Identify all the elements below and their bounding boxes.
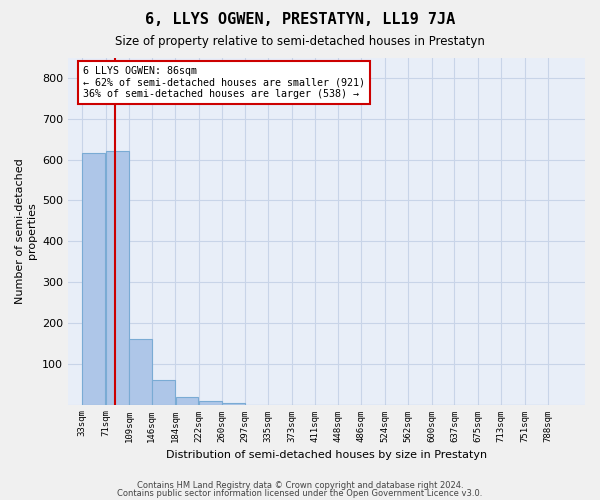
Bar <box>129 339 152 404</box>
Text: Size of property relative to semi-detached houses in Prestatyn: Size of property relative to semi-detach… <box>115 35 485 48</box>
Text: Contains public sector information licensed under the Open Government Licence v3: Contains public sector information licen… <box>118 488 482 498</box>
Text: Contains HM Land Registry data © Crown copyright and database right 2024.: Contains HM Land Registry data © Crown c… <box>137 481 463 490</box>
Bar <box>82 154 106 404</box>
Bar <box>199 402 222 404</box>
Bar <box>152 380 175 404</box>
Y-axis label: Number of semi-detached
properties: Number of semi-detached properties <box>15 158 37 304</box>
Bar <box>176 397 199 404</box>
Text: 6, LLYS OGWEN, PRESTATYN, LL19 7JA: 6, LLYS OGWEN, PRESTATYN, LL19 7JA <box>145 12 455 28</box>
Text: 6 LLYS OGWEN: 86sqm
← 62% of semi-detached houses are smaller (921)
36% of semi-: 6 LLYS OGWEN: 86sqm ← 62% of semi-detach… <box>83 66 365 99</box>
X-axis label: Distribution of semi-detached houses by size in Prestatyn: Distribution of semi-detached houses by … <box>166 450 487 460</box>
Bar <box>106 152 129 404</box>
